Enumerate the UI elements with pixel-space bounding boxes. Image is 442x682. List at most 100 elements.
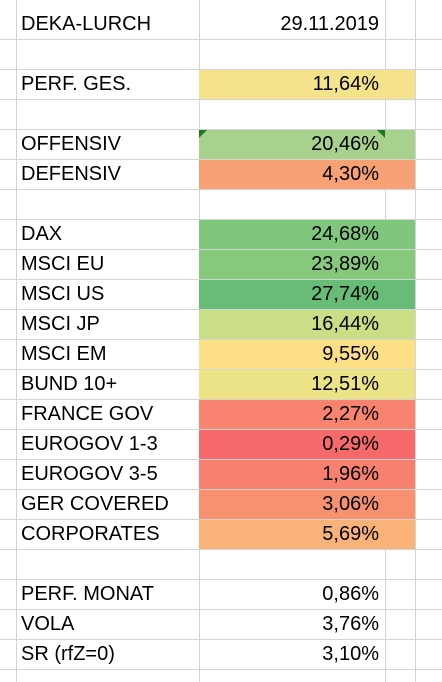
value-cell[interactable]: 24,68% <box>199 220 385 249</box>
comment-indicator-icon <box>199 130 207 138</box>
row-divider <box>0 669 442 670</box>
row-divider <box>0 309 442 310</box>
row-divider <box>0 549 442 550</box>
value-cell[interactable]: 23,89% <box>199 250 385 279</box>
label-cell[interactable]: FRANCE GOV <box>21 403 154 425</box>
value-cell[interactable]: 16,44% <box>199 310 385 339</box>
label-cell[interactable] <box>16 550 199 579</box>
empty-cell[interactable] <box>385 550 415 579</box>
value-cell[interactable]: 0,86% <box>322 583 379 605</box>
column-divider <box>16 0 17 682</box>
label-cell[interactable]: BUND 10+ <box>21 373 118 395</box>
label-cell[interactable]: MSCI EU <box>21 253 105 275</box>
label-cell[interactable]: OFFENSIV <box>21 133 122 155</box>
label-cell[interactable]: VOLA <box>21 613 75 635</box>
empty-cell[interactable] <box>385 160 415 189</box>
empty-cell[interactable] <box>385 310 415 339</box>
empty-cell[interactable] <box>385 280 415 309</box>
label-cell[interactable]: DAX <box>21 223 63 245</box>
row-divider <box>0 489 442 490</box>
sheet-row: DEFENSIV 4,30% <box>0 160 442 190</box>
label-cell[interactable]: MSCI JP <box>21 313 100 335</box>
value-cell[interactable]: 4,30% <box>199 160 385 189</box>
empty-cell[interactable] <box>385 100 415 129</box>
label-cell[interactable]: MSCI EM <box>21 343 107 365</box>
row-divider <box>0 249 442 250</box>
label-cell[interactable]: GER COVERED <box>21 493 169 515</box>
sheet-row: DAX 24,68% <box>0 220 442 250</box>
empty-cell[interactable] <box>385 580 415 609</box>
value-cell[interactable]: 0,29% <box>199 430 385 459</box>
row-divider <box>0 279 442 280</box>
row-divider <box>0 519 442 520</box>
value-cell[interactable]: 11,64% <box>199 70 385 99</box>
value-cell[interactable]: 3,10% <box>322 643 379 665</box>
value-cell[interactable]: 2,27% <box>199 400 385 429</box>
value-cell[interactable]: 12,51% <box>199 370 385 399</box>
empty-cell[interactable] <box>385 490 415 519</box>
sheet-row: OFFENSIV 20,46% <box>0 130 442 160</box>
sheet-row: VOLA 3,76% <box>0 610 442 640</box>
value-cell[interactable]: 5,69% <box>199 520 385 549</box>
empty-cell[interactable] <box>385 400 415 429</box>
label-cell[interactable]: EUROGOV 3-5 <box>21 463 158 485</box>
value-cell[interactable]: 9,55% <box>199 340 385 369</box>
sheet-row: MSCI JP 16,44% <box>0 310 442 340</box>
empty-cell[interactable] <box>385 130 415 159</box>
value-cell[interactable]: 27,74% <box>199 280 385 309</box>
empty-cell[interactable] <box>385 10 415 39</box>
label-cell[interactable]: DEKA-LURCH <box>21 13 152 35</box>
row-divider <box>0 129 442 130</box>
sheet-row: MSCI US 27,74% <box>0 280 442 310</box>
sheet-row: CORPORATES 5,69% <box>0 520 442 550</box>
column-divider <box>415 0 416 682</box>
value-cell[interactable]: 29.11.2019 <box>280 13 379 35</box>
row-divider <box>0 219 442 220</box>
sheet-row: DEKA-LURCH 29.11.2019 <box>0 10 442 40</box>
empty-cell[interactable] <box>385 340 415 369</box>
row-divider <box>0 69 442 70</box>
sheet-row <box>0 550 442 580</box>
value-cell[interactable] <box>199 100 385 129</box>
empty-cell[interactable] <box>385 460 415 489</box>
empty-cell[interactable] <box>385 250 415 279</box>
row-divider <box>0 99 442 100</box>
empty-cell[interactable] <box>385 190 415 219</box>
row-divider <box>0 459 442 460</box>
value-cell[interactable]: 1,96% <box>199 460 385 489</box>
empty-cell[interactable] <box>385 220 415 249</box>
label-cell[interactable]: CORPORATES <box>21 523 160 545</box>
label-cell[interactable]: SR (rfZ=0) <box>21 643 115 665</box>
sheet-row: EUROGOV 3-5 1,96% <box>0 460 442 490</box>
empty-cell[interactable] <box>385 70 415 99</box>
empty-cell[interactable] <box>385 610 415 639</box>
sheet-row: SR (rfZ=0) 3,10% <box>0 640 442 670</box>
label-cell[interactable]: EUROGOV 1-3 <box>21 433 158 455</box>
label-cell[interactable] <box>16 190 199 219</box>
label-cell[interactable]: PERF. GES. <box>21 73 132 95</box>
value-cell[interactable] <box>199 40 385 69</box>
sheet-row: PERF. GES. 11,64% <box>0 70 442 100</box>
sheet-row: BUND 10+ 12,51% <box>0 370 442 400</box>
value-cell[interactable]: 3,76% <box>322 613 379 635</box>
row-divider <box>0 339 442 340</box>
value-cell[interactable]: 20,46% <box>199 130 385 159</box>
sheet-row: FRANCE GOV 2,27% <box>0 400 442 430</box>
row-divider <box>0 159 442 160</box>
empty-cell[interactable] <box>385 430 415 459</box>
empty-cell[interactable] <box>385 370 415 399</box>
label-cell[interactable]: PERF. MONAT <box>21 583 154 605</box>
label-cell[interactable] <box>16 100 199 129</box>
label-cell[interactable]: MSCI US <box>21 283 105 305</box>
empty-cell[interactable] <box>385 640 415 669</box>
sheet-row <box>0 190 442 220</box>
sheet-row: EUROGOV 1-3 0,29% <box>0 430 442 460</box>
label-cell[interactable]: DEFENSIV <box>21 163 122 185</box>
value-cell[interactable]: 3,06% <box>199 490 385 519</box>
empty-cell[interactable] <box>385 40 415 69</box>
sheet-row: MSCI EM 9,55% <box>0 340 442 370</box>
value-cell[interactable] <box>199 550 385 579</box>
empty-cell[interactable] <box>385 520 415 549</box>
value-cell[interactable] <box>199 190 385 219</box>
label-cell[interactable] <box>16 40 199 69</box>
